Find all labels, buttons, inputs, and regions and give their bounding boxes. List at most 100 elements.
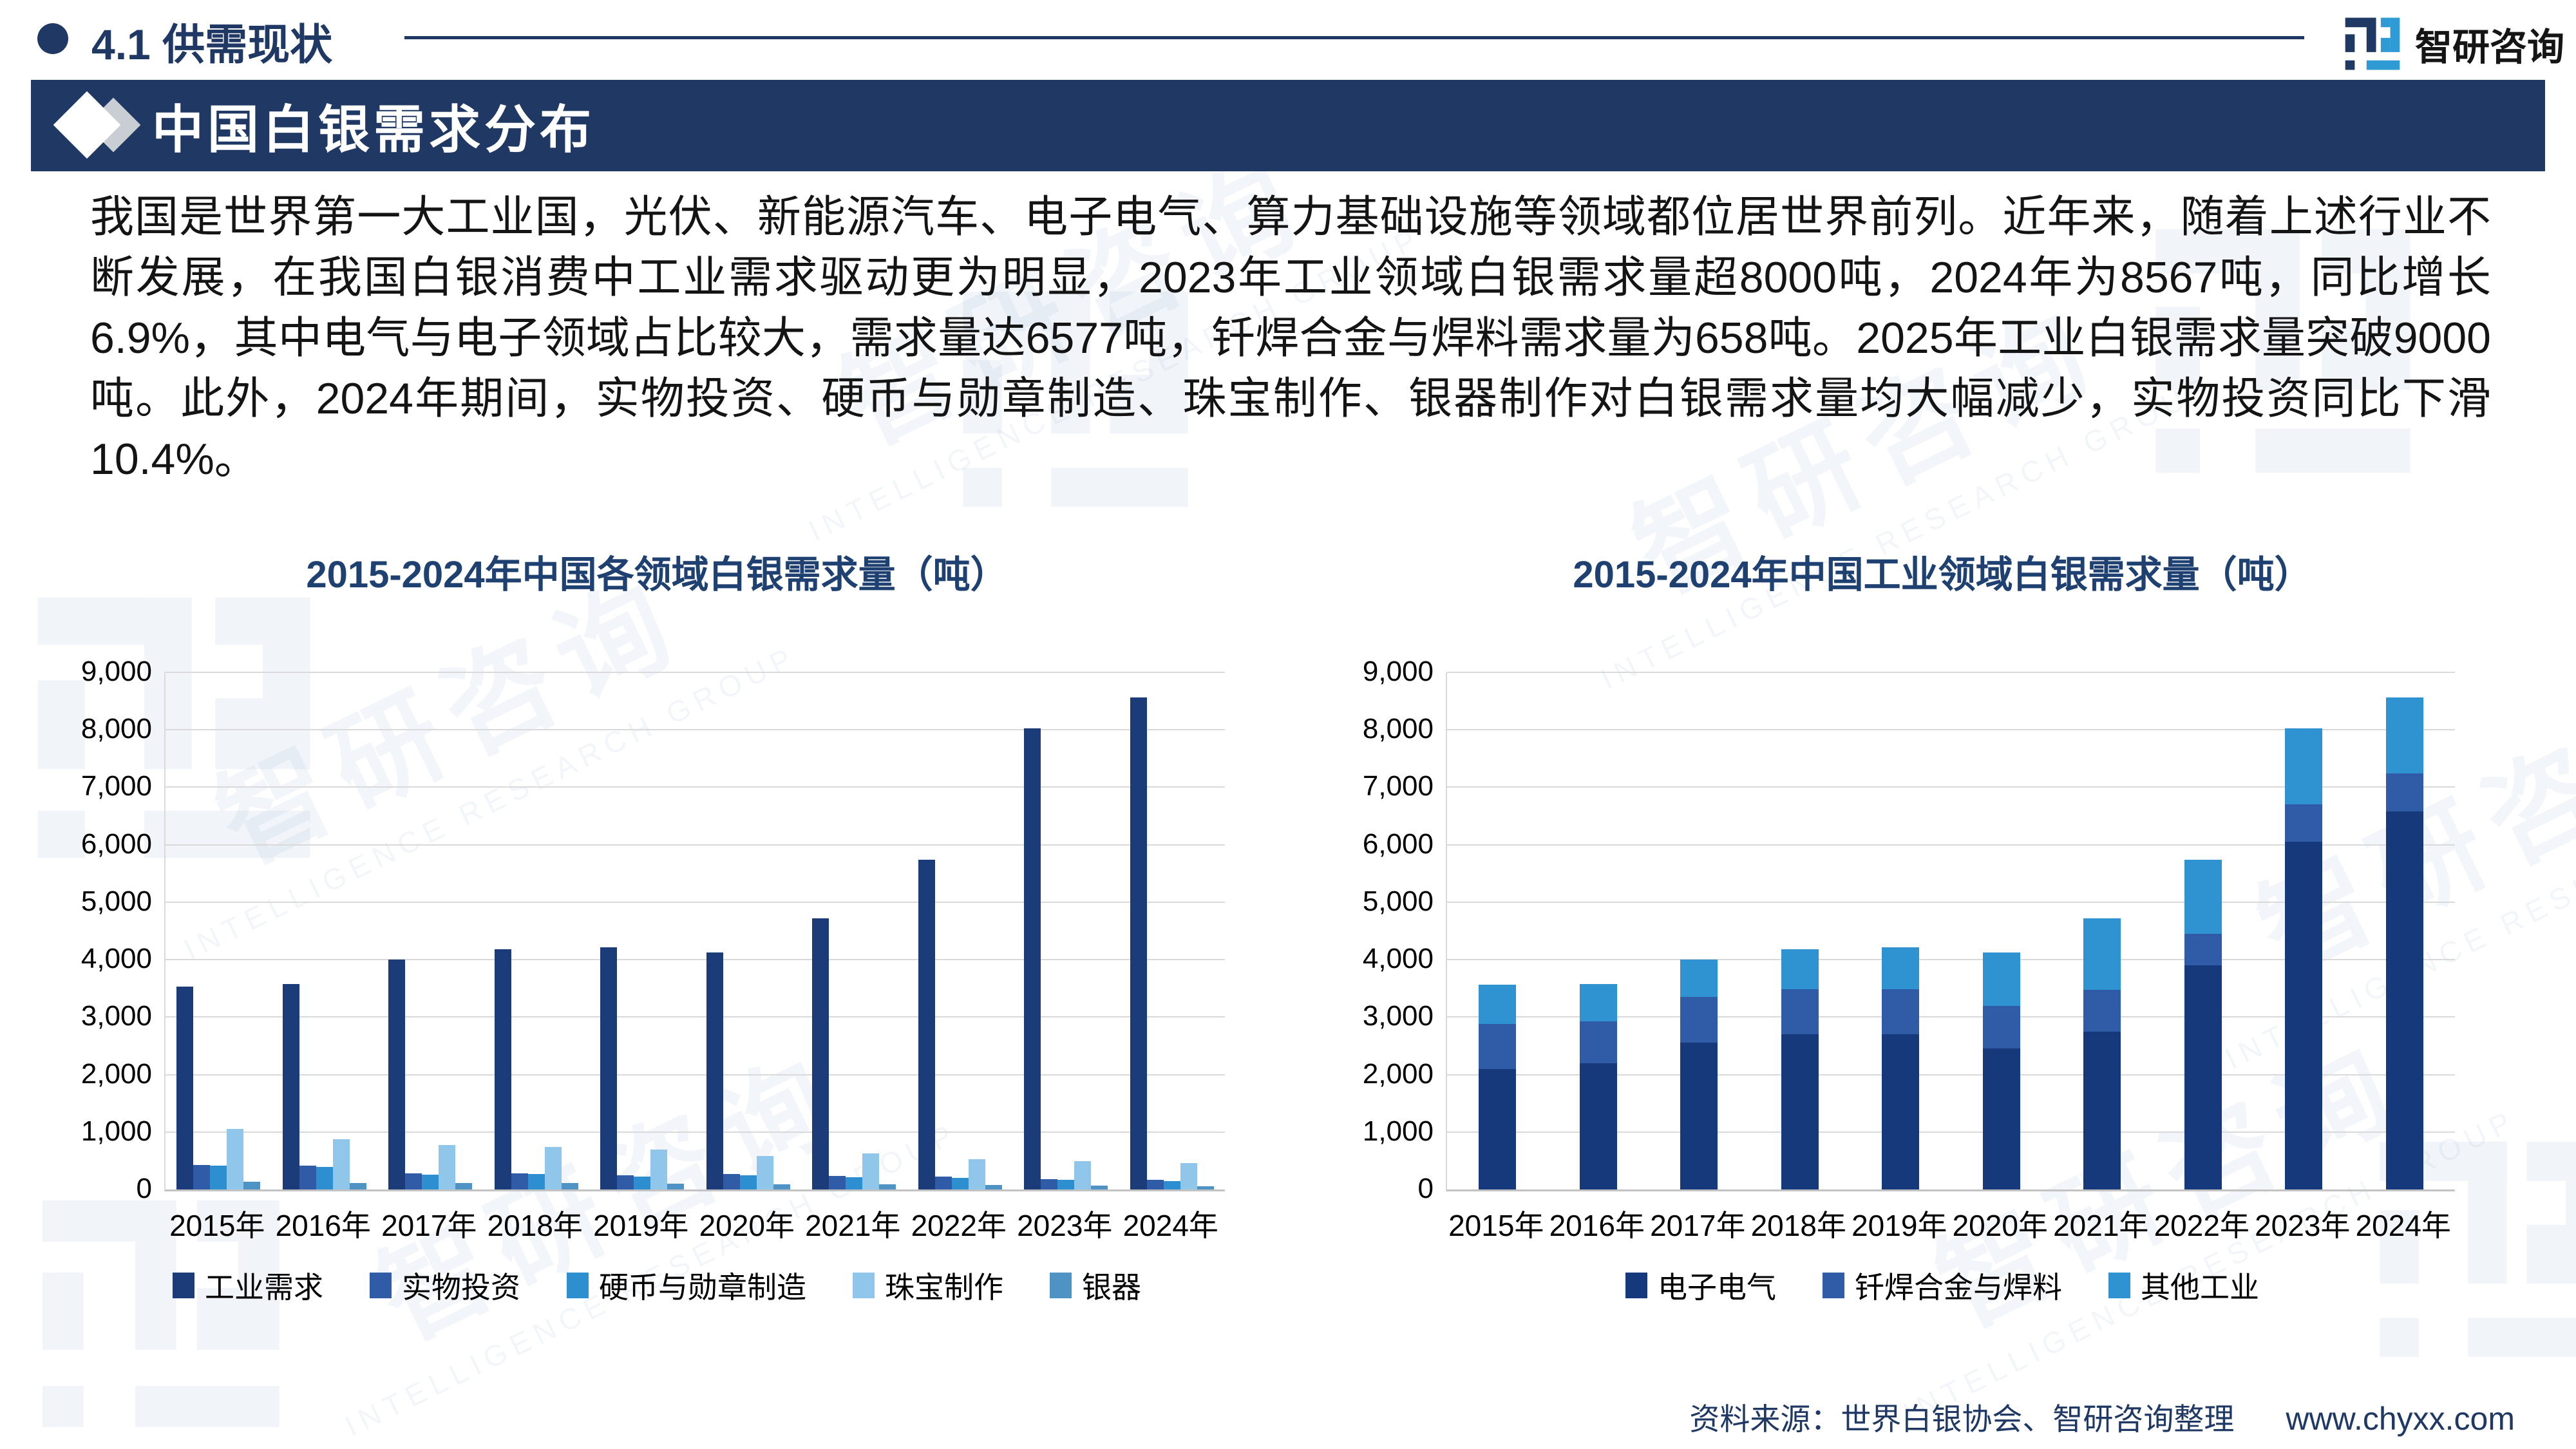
- bar: [773, 1184, 790, 1189]
- bar-group: [1119, 672, 1226, 1189]
- legend-label: 硬币与勋章制造: [599, 1271, 806, 1304]
- y-tick-label: 5,000: [1362, 885, 1434, 917]
- bar: [349, 1182, 366, 1189]
- bar: [511, 1173, 528, 1189]
- x-tick-label: 2019年: [1852, 1209, 1947, 1242]
- company-logo-icon: [2345, 17, 2400, 70]
- y-tick-label: 2,000: [1362, 1057, 1434, 1090]
- bar: [422, 1174, 439, 1189]
- legend-label: 电子电气: [1658, 1271, 1776, 1304]
- bar: [739, 1175, 757, 1189]
- bar: [388, 960, 406, 1189]
- legend-item: 硬币与勋章制造: [567, 1264, 806, 1307]
- bar: [1197, 1186, 1214, 1189]
- chart-title: 2015-2024年中国各领域白银需求量（吨）: [306, 554, 1008, 596]
- bar-group: [2354, 672, 2456, 1189]
- bar: [1163, 1180, 1180, 1189]
- bar-segment: [1781, 1034, 1819, 1189]
- y-tick-label: 8,000: [1362, 713, 1434, 745]
- x-tick-label: 2018年: [1750, 1209, 1846, 1242]
- x-tick-label: 2021年: [2053, 1209, 2149, 1242]
- y-tick-label: 1,000: [1362, 1115, 1434, 1147]
- banner: 中国白银需求分布: [31, 80, 2545, 171]
- chart-legend: 工业需求 实物投资 硬币与勋章制造 珠宝制作 银器: [90, 1264, 1224, 1307]
- x-tick-label: 2016年: [275, 1209, 371, 1242]
- legend-swatch: [1625, 1273, 1647, 1298]
- bar-segment: [1479, 1068, 1517, 1189]
- bar: [1180, 1162, 1197, 1189]
- y-tick-label: 7,000: [80, 770, 152, 802]
- bar-group: [907, 672, 1014, 1189]
- chart-title: 2015-2024年中国工业领域白银需求量（吨）: [1573, 554, 2312, 596]
- y-tick-label: 0: [1417, 1173, 1434, 1204]
- bar: [862, 1153, 880, 1189]
- bar-segment: [2285, 728, 2323, 805]
- bar: [723, 1173, 740, 1189]
- bar: [934, 1176, 952, 1189]
- x-tick-label: 2022年: [911, 1209, 1007, 1242]
- bar-group: [801, 672, 907, 1189]
- bar: [706, 952, 723, 1189]
- bar: [985, 1185, 1002, 1189]
- gridline: [166, 1016, 1225, 1018]
- y-tick-label: 7,000: [1362, 770, 1434, 802]
- stacked-bar: [2184, 859, 2222, 1189]
- chart-demand-by-sector: 2015-2024年中国各领域白银需求量（吨） 0 1,000 2,000 3,000…: [81, 544, 1225, 1323]
- stacked-bar: [1680, 960, 1718, 1189]
- bar-group: [2253, 672, 2354, 1189]
- gridline: [166, 1131, 1225, 1133]
- bar-segment: [2184, 933, 2222, 966]
- bar: [1091, 1186, 1108, 1189]
- bar-segment: [1479, 985, 1517, 1025]
- legend-label: 其他工业: [2141, 1271, 2259, 1304]
- legend-label: 珠宝制作: [885, 1271, 1003, 1304]
- stacked-bar: [2385, 697, 2423, 1189]
- bar: [332, 1139, 350, 1189]
- bar-segment: [1982, 952, 2020, 1007]
- bar-segment: [2385, 773, 2423, 812]
- y-tick-label: 3,000: [80, 1000, 152, 1032]
- legend-item: 其他工业: [2108, 1264, 2259, 1307]
- gridline: [166, 901, 1225, 903]
- legend-swatch: [1050, 1273, 1072, 1298]
- bar: [951, 1177, 969, 1189]
- website-link[interactable]: www.chyxx.com: [2286, 1401, 2515, 1437]
- bar-group: [1447, 672, 1548, 1189]
- y-tick-label: 4,000: [1362, 943, 1434, 975]
- legend-label: 实物投资: [402, 1271, 520, 1304]
- legend-swatch: [173, 1273, 194, 1298]
- bar: [544, 1147, 562, 1189]
- x-tick-label: 2018年: [487, 1209, 583, 1242]
- bar: [879, 1184, 896, 1189]
- legend-swatch: [567, 1273, 589, 1298]
- x-tick-label: 2023年: [1017, 1209, 1113, 1242]
- y-tick-label: 6,000: [1362, 828, 1434, 860]
- header-divider: [404, 36, 2304, 39]
- stacked-bar: [1781, 949, 1819, 1189]
- bar: [1146, 1179, 1164, 1189]
- bar: [1024, 728, 1041, 1189]
- bar-segment: [1680, 997, 1718, 1043]
- bar: [846, 1177, 863, 1189]
- bar-groups: [166, 672, 1225, 1189]
- legend-item: 钎焊合金与焊料: [1823, 1264, 2062, 1307]
- bar: [527, 1174, 545, 1189]
- bar-group: [1013, 672, 1119, 1189]
- x-tick-label: 2020年: [699, 1209, 795, 1242]
- bar-group: [484, 672, 590, 1189]
- bar-segment: [1579, 1063, 1617, 1189]
- bar-segment: [1882, 1034, 1920, 1189]
- bar: [650, 1150, 668, 1189]
- plot-area: [1446, 672, 2455, 1191]
- x-tick-label: 2024年: [2355, 1209, 2451, 1242]
- gridline: [1447, 786, 2455, 788]
- stacked-bar: [1479, 985, 1517, 1189]
- bar-segment: [1781, 989, 1819, 1035]
- bar-group: [272, 672, 378, 1189]
- bar-group: [1649, 672, 1750, 1189]
- bar: [405, 1173, 422, 1189]
- bar: [1074, 1160, 1092, 1189]
- bar-segment: [1882, 989, 1920, 1035]
- stacked-bar: [2285, 728, 2323, 1189]
- bar-group: [589, 672, 696, 1189]
